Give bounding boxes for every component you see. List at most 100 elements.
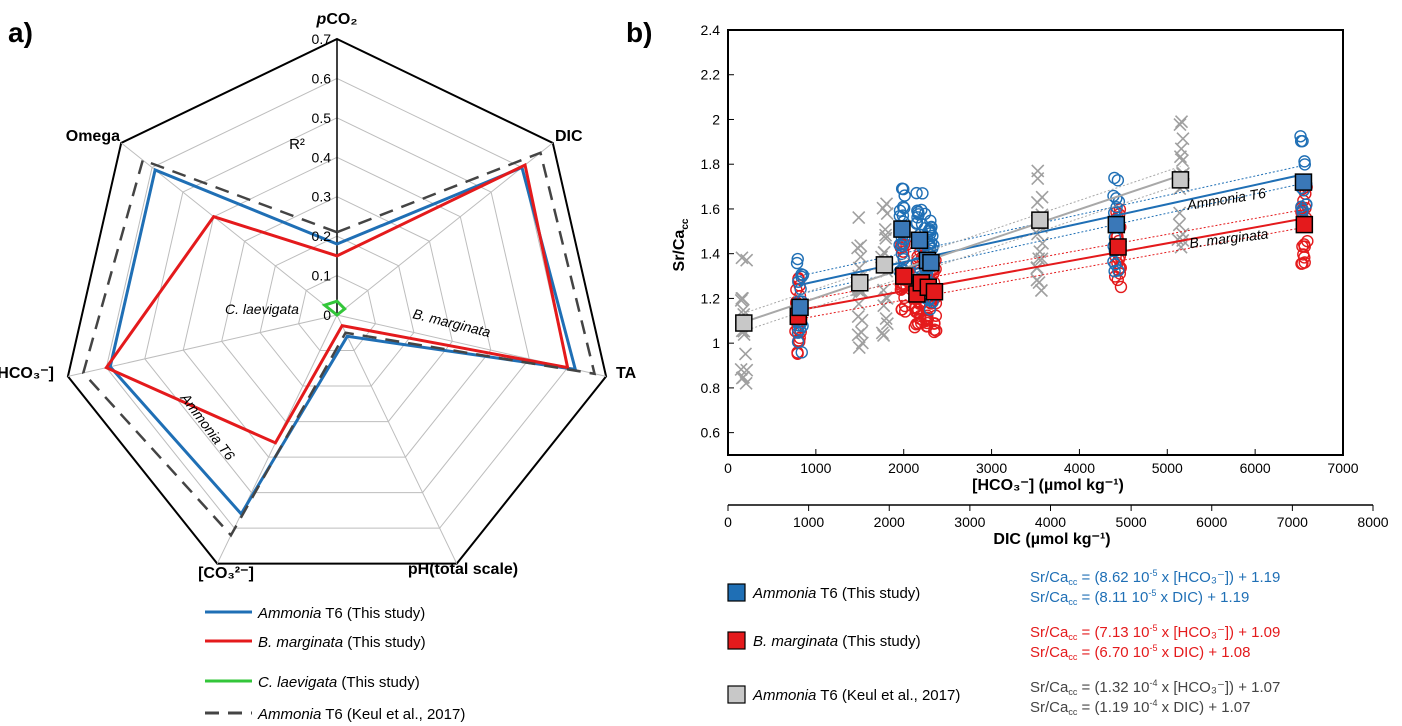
axis-label-omega: Omega xyxy=(66,128,120,145)
data-point-ammonia xyxy=(791,252,804,266)
radar-spoke xyxy=(336,142,554,316)
data-point-keul xyxy=(1172,218,1186,232)
y-axis-label-sub: cc xyxy=(680,218,691,230)
line-label-ammonia: Ammonia T6 xyxy=(1185,185,1267,213)
data-point-keul xyxy=(1035,252,1049,266)
axis-label-pco2-p: p xyxy=(316,11,327,28)
data-point-ammonia xyxy=(897,201,911,215)
y-tick-label: 2 xyxy=(712,111,720,127)
data-point-ammonia xyxy=(897,182,910,196)
data-point-keul xyxy=(738,347,753,361)
axis-label-co3: [CO₃²⁻] xyxy=(198,565,254,582)
radar-tick-label: 0.6 xyxy=(312,70,332,86)
data-point-ammonia xyxy=(912,208,925,221)
equation-bmarginata-dic: Sr/Cacc = (6.70 10-5 x DIC) + 1.08 xyxy=(1030,643,1250,662)
radar-spoke xyxy=(336,314,458,564)
data-point-keul xyxy=(1176,132,1190,146)
mean-marker-0 xyxy=(893,220,911,238)
data-point-keul xyxy=(879,231,893,245)
data-point-ammonia xyxy=(790,256,804,270)
data-point-keul xyxy=(875,326,889,340)
legend-b-entry-ammonia: Ammonia T6 (This study) xyxy=(752,585,920,602)
y-tick-label: 0.8 xyxy=(701,380,721,396)
mean-marker-2 xyxy=(735,314,753,332)
dic-tick-label: 1000 xyxy=(793,514,824,530)
equation-keul-dic: Sr/Cacc = (1.19 10-4 x DIC) + 1.07 xyxy=(1030,698,1250,717)
data-point-keul xyxy=(740,253,754,267)
radar-tick-label: 0.2 xyxy=(312,228,332,244)
fit-ci-line xyxy=(798,208,1305,302)
data-point-ammonia xyxy=(1294,130,1307,143)
data-point-bmarginata xyxy=(896,245,910,258)
radar-grid-ring xyxy=(259,235,415,387)
mean-marker-1 xyxy=(925,282,944,301)
mean-marker-2 xyxy=(1031,211,1049,229)
equation-ammonia-dic: Sr/Cacc = (8.11 10-5 x DIC) + 1.19 xyxy=(1030,588,1249,607)
data-point-keul xyxy=(1174,115,1189,129)
data-point-keul xyxy=(1030,261,1044,275)
data-point-keul xyxy=(734,362,748,376)
radar-tick-label: 0.7 xyxy=(312,31,332,47)
x-tick-label: 4000 xyxy=(1064,460,1095,476)
data-point-ammonia xyxy=(897,252,910,266)
radar-spoke xyxy=(120,142,338,316)
fit-ci-line xyxy=(743,166,1181,314)
axis-label-hco3: [HCO₃⁻] xyxy=(0,365,54,382)
data-point-bmarginata xyxy=(1296,240,1309,253)
mean-marker-0 xyxy=(791,298,809,317)
x-tick-label: 6000 xyxy=(1240,460,1271,476)
mean-marker-1 xyxy=(1295,215,1314,234)
radar-tick-label: 0.1 xyxy=(312,268,332,284)
radar-grid-ring xyxy=(221,196,453,423)
data-point-ammonia xyxy=(916,187,929,200)
plot-frame xyxy=(727,29,1344,456)
data-point-bmarginata xyxy=(1298,256,1311,269)
y-tick-label: 1.8 xyxy=(701,156,721,172)
data-point-keul xyxy=(852,211,866,225)
dic-tick-label: 6000 xyxy=(1196,514,1227,530)
data-point-ammonia xyxy=(1295,200,1308,213)
legend-entry-bmarginata: B. marginata (This study) xyxy=(258,634,426,651)
equation-ammonia-hco3: Sr/Cacc = (8.62 10-5 x [HCO₃⁻]) + 1.19 xyxy=(1030,568,1280,587)
x-tick-label: 7000 xyxy=(1327,460,1358,476)
y-tick-label: 1 xyxy=(712,335,720,351)
axis-label-pco2-rest: CO₂ xyxy=(326,11,357,28)
data-point-keul xyxy=(1032,275,1046,290)
x-tick-label: 2000 xyxy=(888,460,919,476)
data-point-keul xyxy=(1174,240,1188,254)
radar-series-3 xyxy=(81,151,597,538)
fit-line-2 xyxy=(743,174,1181,324)
legend-entry-ammonia: Ammonia T6 (This study) xyxy=(257,605,425,622)
radar-grid-ring xyxy=(182,156,492,458)
dic-tick-label: 7000 xyxy=(1277,514,1308,530)
fit-ci-line xyxy=(798,226,1305,320)
data-point-keul xyxy=(1030,227,1045,241)
y-tick-label: 1.4 xyxy=(701,246,721,262)
axis-label-pco2: pCO₂ xyxy=(316,11,358,28)
dic-tick-label: 5000 xyxy=(1116,514,1147,530)
data-point-ammonia xyxy=(1298,158,1311,171)
fit-ci-line xyxy=(743,183,1181,332)
x-tick-label: 3000 xyxy=(976,460,1007,476)
data-point-keul xyxy=(740,363,754,377)
data-point-ammonia xyxy=(896,200,910,214)
legend-b-entry-bmarginata: B. marginata (This study) xyxy=(753,633,921,650)
radar-series-2 xyxy=(321,299,347,317)
data-point-keul xyxy=(1031,171,1045,186)
panel-label-b: b) xyxy=(626,17,652,48)
panel-label-a: a) xyxy=(8,17,33,48)
data-point-keul xyxy=(876,201,890,215)
legend-entry-claevigata: C. laevigata (This study) xyxy=(258,674,420,691)
data-point-keul xyxy=(876,328,891,343)
data-point-keul xyxy=(879,311,893,326)
legend-entry-keul: Ammonia T6 (Keul et al., 2017) xyxy=(257,706,465,723)
radar-tick-label: 0.4 xyxy=(312,149,332,165)
radar-grid-ring xyxy=(144,117,530,494)
legend-marker-keul xyxy=(727,685,746,704)
data-point-bmarginata xyxy=(929,324,943,337)
radar-r-label: R² xyxy=(289,136,305,153)
mean-marker-2 xyxy=(851,274,869,292)
x-tick-label: 5000 xyxy=(1152,460,1183,476)
mean-marker-1 xyxy=(894,267,913,285)
y-axis-label: Sr/Cacc xyxy=(671,218,691,271)
